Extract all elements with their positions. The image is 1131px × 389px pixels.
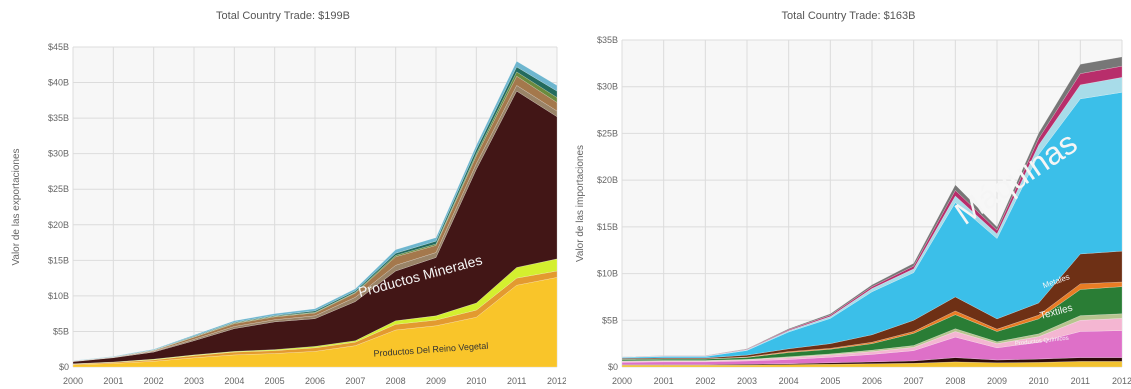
x-tick-label: 2006 <box>305 376 325 386</box>
x-tick-label: 2005 <box>265 376 285 386</box>
exports-chart-title: Total Country Trade: $199B <box>216 10 350 22</box>
y-axis-label: Valor de las importaciones <box>575 145 586 262</box>
x-tick-label: 2010 <box>1029 376 1049 386</box>
y-tick-label: $20B <box>48 220 69 230</box>
x-tick-label: 2010 <box>466 376 486 386</box>
x-tick-label: 2003 <box>184 376 204 386</box>
y-axis-label: Valor de las exportaciones <box>11 148 22 265</box>
area-series-8 <box>72 60 558 362</box>
x-tick-label: 2002 <box>144 376 164 386</box>
y-tick-label: $40B <box>48 78 69 88</box>
x-tick-label: 2002 <box>695 376 715 386</box>
y-tick-label: $5B <box>602 315 618 325</box>
y-tick-label: $20B <box>597 175 618 185</box>
x-tick-label: 2000 <box>612 376 632 386</box>
x-tick-label: 2012 <box>1112 376 1131 386</box>
y-tick-label: $25B <box>48 184 69 194</box>
x-tick-label: 2001 <box>103 376 123 386</box>
imports-chart-panel: Total Country Trade: $163B $0 $5B $10B $15B… <box>566 0 1131 389</box>
x-tick-label: 2000 <box>63 376 83 386</box>
y-tick-label: $0 <box>59 362 69 372</box>
x-tick-label: 2008 <box>386 376 406 386</box>
y-tick-label: $25B <box>597 128 618 138</box>
y-tick-label: $15B <box>48 255 69 265</box>
y-tick-label: $10B <box>48 291 69 301</box>
y-tick-label: $35B <box>597 35 618 45</box>
x-tick-label: 2005 <box>820 376 840 386</box>
x-tick-label: 2006 <box>862 376 882 386</box>
area-series-11 <box>621 56 1123 358</box>
x-tick-label: 2011 <box>1071 376 1090 386</box>
x-tick-label: 2004 <box>779 376 799 386</box>
exports-chart-panel: Total Country Trade: $199B $0 $5B $10B $15B… <box>11 10 566 386</box>
y-tick-label: $15B <box>597 222 618 232</box>
y-tick-label: $30B <box>48 149 69 159</box>
y-tick-label: $35B <box>48 113 69 123</box>
imports-chart-title: Total Country Trade: $163B <box>781 10 916 22</box>
x-tick-label: 2003 <box>737 376 757 386</box>
x-tick-label: 2008 <box>945 376 965 386</box>
x-tick-label: 2004 <box>224 376 244 386</box>
x-tick-label: 2011 <box>507 376 526 386</box>
imports-chart-svg: $0 $5B $10B $15B $20B $25B $30B $35B 2000 2001 200… <box>575 35 1131 386</box>
x-tick-label: 2009 <box>426 376 446 386</box>
series-label: Productos Químicos <box>1015 336 1069 348</box>
y-tick-label: $45B <box>48 42 69 52</box>
x-tick-label: 2001 <box>654 376 674 386</box>
y-tick-label: $0 <box>608 362 618 372</box>
x-tick-label: 2007 <box>904 376 924 386</box>
y-tick-label: $5B <box>53 326 69 336</box>
exports-chart-svg: $0 $5B $10B $15B $20B $25B $30B $35B $40B $45B 200… <box>11 42 566 386</box>
x-tick-label: 2009 <box>987 376 1007 386</box>
y-tick-label: $30B <box>597 82 618 92</box>
x-tick-label: 2012 <box>547 376 566 386</box>
y-tick-label: $10B <box>597 269 618 279</box>
x-tick-label: 2007 <box>345 376 365 386</box>
